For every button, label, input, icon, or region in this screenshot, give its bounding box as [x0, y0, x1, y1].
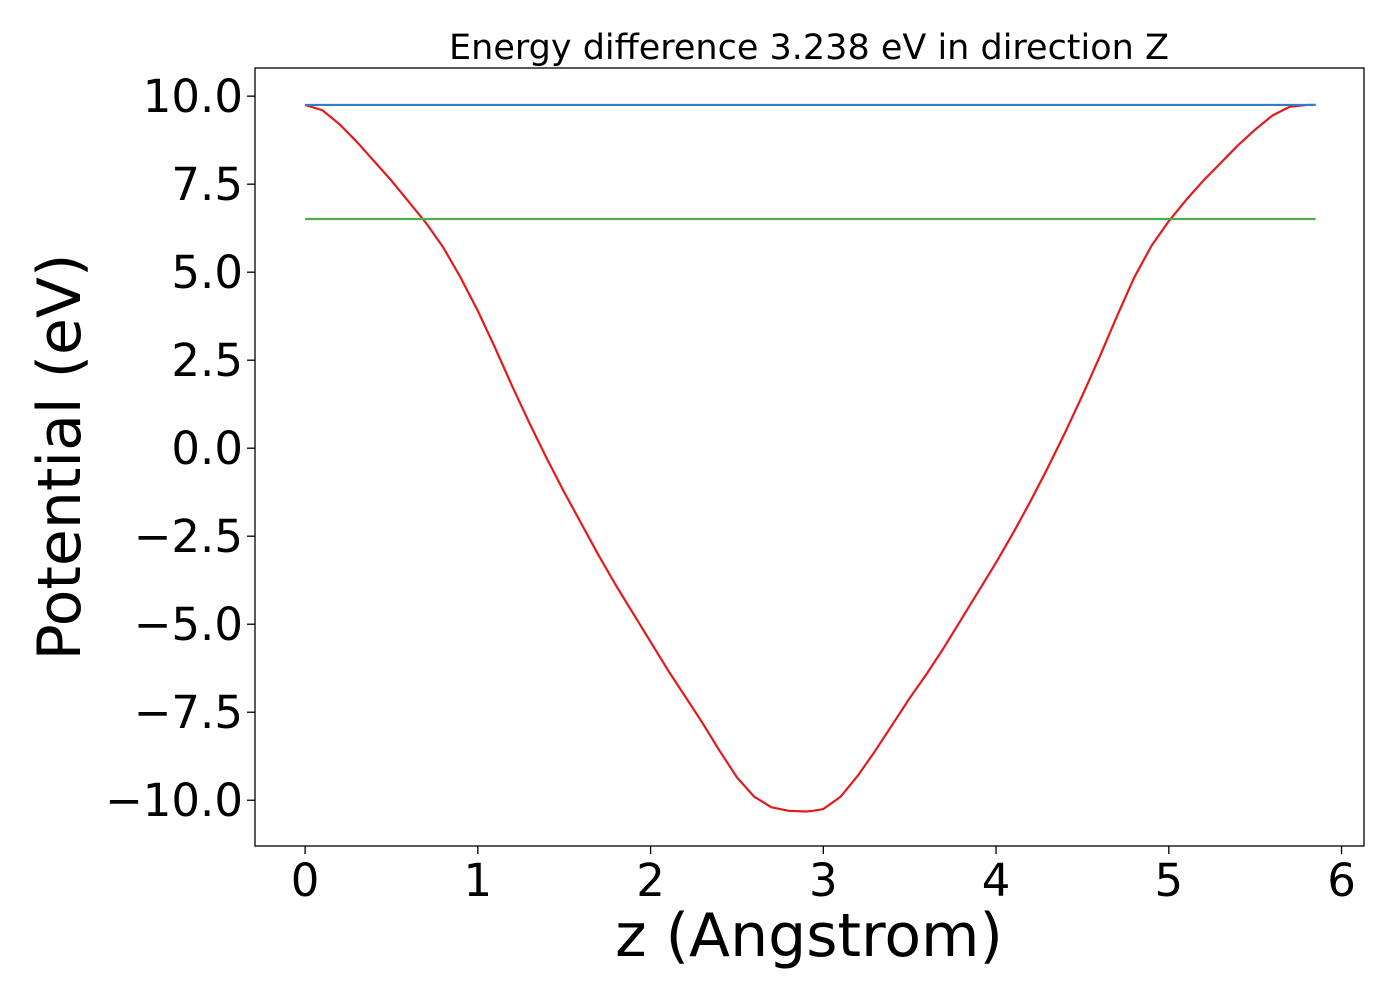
y-tick-label: −5.0 [134, 598, 243, 651]
series-group [304, 103, 1316, 813]
x-tick-label: 2 [636, 854, 665, 907]
y-tick-label: −2.5 [134, 510, 243, 563]
x-tick-label: 1 [464, 854, 493, 907]
y-tick-label: 0.0 [171, 422, 243, 475]
y-axis-label: Potential (eV) [25, 254, 95, 661]
x-tick-label: 0 [291, 854, 320, 907]
x-tick-label: 6 [1327, 854, 1356, 907]
series-line-0 [304, 103, 1316, 813]
y-tick-label: 7.5 [171, 158, 243, 211]
y-tick-label: 10.0 [143, 70, 243, 123]
y-tick-label: −10.0 [105, 774, 243, 827]
x-axis-label: z (Angstrom) [615, 901, 1003, 971]
x-tick-label: 5 [1154, 854, 1183, 907]
y-tick-label: 2.5 [171, 334, 243, 387]
plot-frame [254, 67, 1365, 847]
chart-title: Energy difference 3.238 eV in direction … [449, 28, 1169, 68]
y-axis: 10.0 7.5 5.0 2.5 0.0 −2.5 −5.0 −7.5 −10.0 [105, 70, 255, 827]
x-axis: 0 1 2 3 4 5 6 [291, 846, 1356, 907]
x-tick-label: 4 [982, 854, 1011, 907]
y-tick-label: 5.0 [171, 246, 243, 299]
x-tick-label: 3 [809, 854, 838, 907]
y-tick-label: −7.5 [134, 686, 243, 739]
